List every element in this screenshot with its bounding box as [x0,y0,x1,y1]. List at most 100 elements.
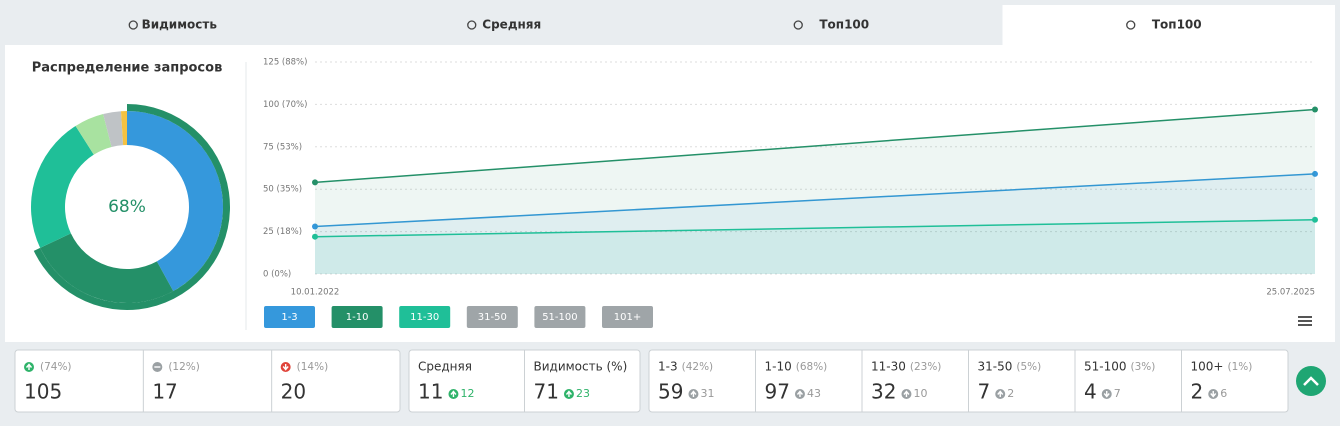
tab[interactable] [1002,5,1336,45]
stat-share: (1%) [1227,361,1252,373]
tab-label: Топ100 [819,18,869,32]
legend-button[interactable] [466,306,518,328]
legend-label: 51-100 [542,312,577,323]
y-tick-label: 25 (18%) [263,227,302,237]
stat-label: 100+ [1191,360,1224,374]
stat-change: 2 [1007,387,1014,400]
menu-icon[interactable] [1298,316,1312,326]
tab-icon [467,20,477,30]
tab-label: Топ100 [1152,18,1202,32]
y-tick-label: 100 (70%) [263,100,307,110]
tab-label: Видимость [142,18,218,32]
stat-label: 1-3 [658,360,678,374]
tab-label: Средняя [482,18,541,32]
legend-button[interactable] [602,306,653,328]
stat-value: 20 [281,380,306,404]
stat-value: 2 [1191,380,1204,404]
plot-bg [315,62,1315,274]
point [312,179,318,186]
stat-share: (5%) [1016,361,1041,373]
stat-change: 7 [1114,387,1121,400]
area [315,173,1315,274]
donut-segment [75,114,112,155]
trend-arrow [565,390,572,397]
point [1312,170,1318,177]
stat-share: (3%) [1131,361,1156,373]
legend-button[interactable] [331,306,383,328]
stat-value: 11 [418,380,443,404]
point [312,233,318,240]
stat-share: (12%) [168,361,200,373]
stat-value: 97 [765,380,790,404]
stat-share: (23%) [910,361,942,373]
area [315,219,1315,274]
stat-card [14,349,401,413]
legend-label: 1-3 [281,312,297,323]
scroll-top-icon [1303,376,1319,386]
stat-value: 71 [534,380,559,404]
legend-button[interactable] [264,306,315,328]
stat-value: 59 [658,380,683,404]
trend-arrow [1103,391,1110,398]
tab-icon [1126,20,1136,30]
legend-label: 101+ [614,312,641,323]
point [1312,106,1318,113]
tab[interactable] [337,5,671,45]
donut-segment [120,111,127,146]
trend-arrow [903,390,910,397]
stat-value: 7 [978,380,991,404]
point [312,223,318,230]
stat-label: Видимость (%) [534,360,628,374]
stat-value: 32 [871,380,896,404]
trend-arrow [690,390,697,397]
legend-label: 11-30 [410,312,439,323]
y-tick-label: 125 (88%) [263,58,307,68]
stat-change: 12 [460,387,474,400]
tab-icon [793,20,803,30]
stat-label: 31-50 [978,360,1013,374]
stat-label: 11-30 [871,360,906,374]
trend-arrow [450,390,457,397]
y-tick-label: 50 (35%) [263,185,302,195]
donut-segment [40,233,174,303]
trend-arrow [997,390,1004,397]
stat-value: 17 [152,380,177,404]
x-tick-label: 10.01.2022 [291,288,340,298]
trend-arrow [796,390,803,397]
legend-button[interactable] [534,306,586,328]
point [1312,216,1318,223]
stat-change: 31 [700,387,714,400]
stat-label: 51-100 [1084,360,1127,374]
scroll-top-button[interactable] [1296,366,1326,396]
donut-segment [127,111,223,292]
tab[interactable] [670,5,1003,45]
stat-label: 1-10 [765,360,792,374]
donut-title: Распределение запросов [32,61,223,76]
legend-label: 31-50 [478,312,507,323]
stat-change: 43 [807,387,821,400]
legend-label: 1-10 [346,312,369,323]
legend-button[interactable] [399,306,451,328]
stat-share: (68%) [796,361,828,373]
trend-arrow [25,363,33,370]
stat-label: Средняя [418,360,472,374]
stat-change: 6 [1220,387,1227,400]
stat-change: 23 [576,387,590,400]
stat-share: (14%) [297,361,329,373]
y-tick-label: 75 (53%) [263,142,302,152]
tab[interactable] [5,5,338,45]
stat-value: 105 [24,380,62,404]
line [314,108,1316,184]
trend-arrow [282,364,289,371]
tab-icon [128,20,138,30]
line [314,218,1316,238]
stat-change: 10 [913,387,927,400]
line [314,173,1316,228]
donut-center-label: 68% [108,197,146,217]
x-tick-label: 25.07.2025 [1266,288,1315,298]
donut-segment [103,111,124,147]
stat-value: 4 [1084,380,1097,404]
stat-share: (42%) [682,361,714,373]
